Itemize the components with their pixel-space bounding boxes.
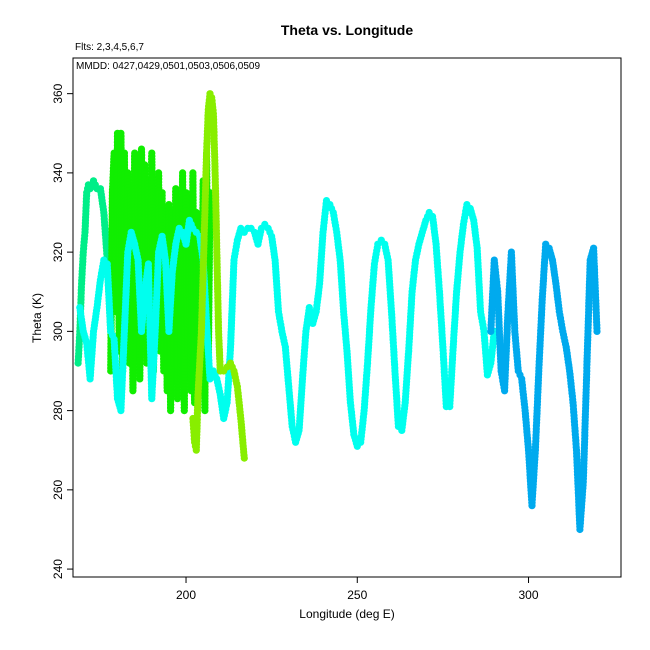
data-points — [74, 90, 601, 534]
chart-title: Theta vs. Longitude — [281, 22, 413, 38]
series-4 — [487, 240, 601, 534]
mmdd-label: MMDD: 0427,0429,0501,0503,0506,0509 — [76, 61, 260, 72]
flights-label: Flts: 2,3,4,5,6,7 — [75, 42, 144, 53]
